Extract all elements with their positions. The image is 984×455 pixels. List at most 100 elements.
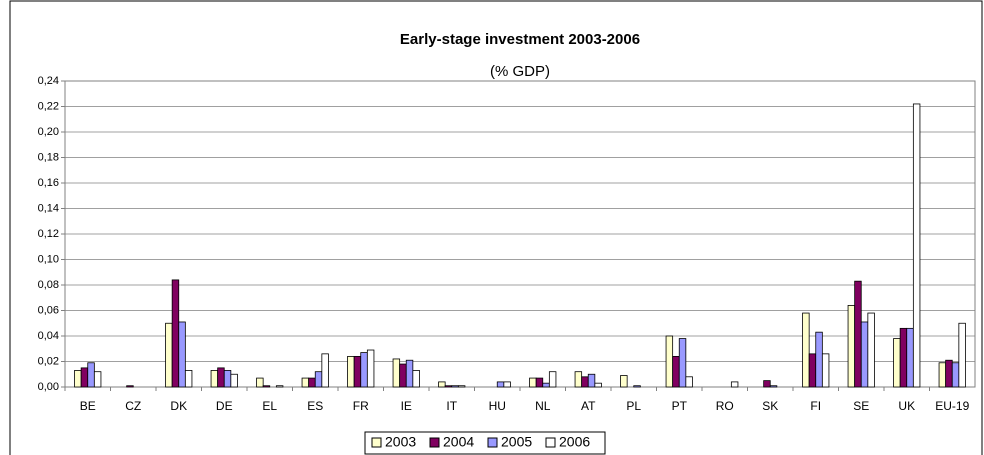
bar bbox=[548, 371, 557, 388]
bar bbox=[821, 353, 830, 388]
bar bbox=[808, 353, 817, 388]
chart-subtitle: (% GDP) bbox=[490, 63, 550, 80]
x-tick-label: SE bbox=[853, 399, 869, 413]
x-tick-label: FR bbox=[353, 399, 369, 413]
y-tick-label: 0,08 bbox=[38, 279, 59, 291]
y-tick-label: 0,06 bbox=[38, 304, 59, 316]
bar bbox=[854, 280, 862, 388]
x-tick-label: ES bbox=[307, 399, 323, 413]
bar bbox=[405, 359, 414, 388]
bar bbox=[275, 385, 284, 388]
bar bbox=[93, 371, 102, 388]
y-tick-label: 0,10 bbox=[38, 253, 59, 265]
bar bbox=[665, 335, 674, 388]
bar bbox=[581, 376, 589, 388]
y-tick-label: 0,22 bbox=[38, 100, 59, 112]
x-tick-label: EL bbox=[262, 399, 277, 413]
x-tick-label: PL bbox=[626, 399, 641, 413]
x-tick-label: DK bbox=[170, 399, 187, 413]
bar bbox=[301, 377, 310, 388]
bar bbox=[210, 370, 219, 388]
bar bbox=[171, 279, 180, 388]
bar bbox=[444, 385, 453, 388]
bar bbox=[74, 370, 82, 388]
bar bbox=[912, 103, 921, 388]
x-tick-label: SK bbox=[762, 399, 778, 413]
bar bbox=[620, 375, 628, 388]
bar bbox=[438, 381, 446, 388]
bar bbox=[951, 362, 960, 388]
bar bbox=[587, 373, 596, 388]
legend-label: 2004 bbox=[443, 434, 474, 450]
x-tick-label: AT bbox=[581, 399, 596, 413]
y-tick-label: 0,20 bbox=[38, 126, 59, 138]
x-tick-label: IT bbox=[446, 399, 457, 413]
bar bbox=[867, 312, 875, 388]
bar bbox=[256, 377, 264, 388]
bar bbox=[308, 377, 316, 388]
bar bbox=[217, 367, 225, 388]
y-tick-label: 0,00 bbox=[38, 381, 59, 393]
bar bbox=[165, 322, 173, 388]
bar bbox=[678, 338, 687, 388]
bar bbox=[633, 385, 641, 388]
bar bbox=[860, 321, 869, 388]
bar bbox=[594, 382, 602, 388]
bar bbox=[802, 312, 810, 388]
bar bbox=[503, 381, 511, 388]
legend-label: 2006 bbox=[559, 434, 590, 450]
bar bbox=[360, 352, 368, 388]
y-tick-label: 0,02 bbox=[38, 355, 59, 367]
legend-swatch bbox=[371, 437, 382, 448]
bar bbox=[893, 338, 901, 388]
bar bbox=[80, 367, 89, 388]
bar bbox=[542, 382, 550, 388]
x-tick-label: IE bbox=[401, 399, 412, 413]
bar bbox=[535, 377, 544, 388]
y-tick-label: 0,16 bbox=[38, 177, 59, 189]
x-tick-label: HU bbox=[489, 399, 506, 413]
bar bbox=[958, 322, 966, 388]
bar bbox=[412, 370, 420, 388]
bar bbox=[262, 385, 271, 388]
bar bbox=[223, 370, 232, 388]
bar bbox=[184, 370, 193, 388]
chart-title: Early-stage investment 2003-2006 bbox=[400, 31, 640, 48]
x-tick-label: RO bbox=[716, 399, 734, 413]
bar bbox=[763, 380, 771, 388]
x-tick-label: NL bbox=[535, 399, 551, 413]
x-tick-label: CZ bbox=[125, 399, 141, 413]
x-tick-label: FI bbox=[810, 399, 821, 413]
bar bbox=[230, 373, 238, 388]
bar bbox=[126, 385, 134, 388]
bar bbox=[685, 376, 693, 388]
bar bbox=[457, 385, 466, 388]
bar bbox=[529, 377, 537, 388]
bar bbox=[945, 359, 953, 388]
legend-swatch bbox=[429, 437, 440, 448]
legend-swatch bbox=[487, 437, 498, 448]
legend-swatch bbox=[545, 437, 556, 448]
bar bbox=[178, 321, 186, 388]
bar bbox=[451, 385, 459, 388]
bar bbox=[314, 371, 323, 388]
bar bbox=[938, 362, 947, 388]
bar bbox=[815, 331, 823, 388]
bar bbox=[87, 362, 95, 388]
legend-label: 2005 bbox=[501, 434, 532, 450]
bar bbox=[392, 358, 401, 388]
y-tick-label: 0,14 bbox=[38, 202, 59, 214]
bar bbox=[321, 353, 329, 388]
x-tick-label: PT bbox=[672, 399, 688, 413]
legend bbox=[364, 431, 606, 455]
y-tick-label: 0,04 bbox=[38, 330, 59, 342]
y-tick-label: 0,24 bbox=[38, 75, 59, 87]
bar bbox=[769, 385, 778, 388]
bar bbox=[672, 355, 680, 388]
y-tick-label: 0,18 bbox=[38, 151, 59, 163]
legend-label: 2003 bbox=[385, 434, 416, 450]
x-tick-label: EU-19 bbox=[935, 399, 969, 413]
bar bbox=[574, 371, 583, 388]
x-tick-label: UK bbox=[898, 399, 915, 413]
